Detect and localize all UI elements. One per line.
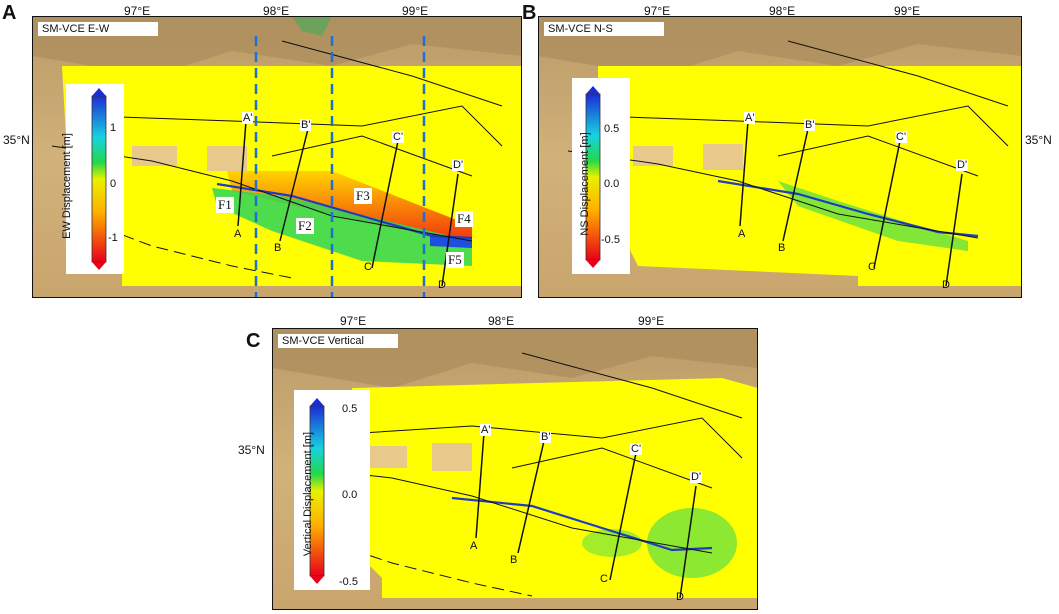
- profile-label-c-b: B: [510, 554, 518, 566]
- colorbar-tick-a-2: 0: [110, 178, 117, 190]
- panel-letter-a: A: [2, 2, 17, 24]
- lon-label-97-c: 97°E: [340, 314, 367, 328]
- map-panel-a: [32, 16, 522, 298]
- lat-label-35-a: 35°N: [3, 133, 30, 147]
- colorbar-tick-c-3: -0.5: [339, 576, 358, 588]
- lon-label-98-a: 98°E: [263, 4, 290, 18]
- map-title-c: SM-VCE Vertical: [282, 335, 364, 347]
- lon-label-99-b: 99°E: [894, 4, 921, 18]
- colorbar-tick-c-1: 0.5: [342, 403, 358, 415]
- fault-label-f3: F3: [354, 188, 372, 204]
- profile-label-a-aprime: A': [242, 112, 254, 124]
- profile-label-c-d: D: [676, 591, 684, 603]
- lon-label-99-a: 99°E: [402, 4, 429, 18]
- colorbar-tick-a-1: 1: [110, 122, 117, 134]
- panel-letter-c: C: [246, 330, 261, 352]
- fault-label-f2: F2: [296, 218, 314, 234]
- colorbar-label-c: Vertical Displacement [m]: [302, 431, 314, 557]
- profile-label-c-dprime: D': [690, 471, 703, 483]
- lon-label-99-c: 99°E: [638, 314, 665, 328]
- profile-label-c-bprime: B': [540, 431, 552, 443]
- colorbar-tick-c-2: 0.0: [342, 489, 358, 501]
- lon-label-97-b: 97°E: [644, 4, 671, 18]
- panel-letter-b: B: [522, 2, 537, 24]
- profile-label-a-a: A: [234, 228, 242, 240]
- profile-label-b-b: B: [778, 242, 786, 254]
- profile-label-b-aprime: A': [744, 112, 756, 124]
- profile-label-a-b: B: [274, 242, 282, 254]
- colorbar-tick-b-2: 0.0: [604, 178, 620, 190]
- profile-label-a-cprime: C': [392, 131, 405, 143]
- lon-label-98-b: 98°E: [769, 4, 796, 18]
- lat-label-35-c: 35°N: [238, 443, 265, 457]
- colorbar-tick-a-3: -1: [108, 232, 118, 244]
- fault-label-f4: F4: [455, 211, 473, 227]
- profile-label-a-c: C: [364, 261, 372, 273]
- fault-label-f5: F5: [446, 252, 464, 268]
- profile-label-c-cprime: C': [630, 443, 643, 455]
- lon-label-97-a: 97°E: [124, 4, 151, 18]
- profile-label-b-bprime: B': [804, 119, 816, 131]
- map-title-b: SM-VCE N-S: [548, 23, 613, 35]
- profile-label-a-bprime: B': [300, 119, 312, 131]
- map-title-a: SM-VCE E-W: [42, 23, 110, 35]
- profile-label-b-cprime: C': [895, 131, 908, 143]
- profile-label-b-dprime: D': [956, 159, 969, 171]
- colorbar-tick-b-3: -0.5: [601, 234, 620, 246]
- profile-label-b-c: C: [868, 261, 876, 273]
- profile-label-b-a: A: [738, 228, 746, 240]
- map-panel-c: [272, 328, 758, 610]
- profile-label-c-c: C: [600, 573, 608, 585]
- profile-label-b-d: D: [942, 279, 950, 291]
- colorbar-tick-b-1: 0.5: [604, 123, 620, 135]
- lon-label-98-c: 98°E: [488, 314, 515, 328]
- colorbar-label-a: EW Displacement [m]: [61, 133, 73, 239]
- profile-label-c-a: A: [470, 540, 478, 552]
- profile-label-a-d: D: [438, 279, 446, 291]
- profile-label-a-dprime: D': [452, 159, 465, 171]
- fault-label-f1: F1: [216, 197, 234, 213]
- lat-label-35-b: 35°N: [1025, 133, 1052, 147]
- map-panel-b: [538, 16, 1022, 298]
- colorbar-label-b: NS Displacement [m]: [579, 132, 591, 236]
- profile-label-c-aprime: A': [480, 424, 492, 436]
